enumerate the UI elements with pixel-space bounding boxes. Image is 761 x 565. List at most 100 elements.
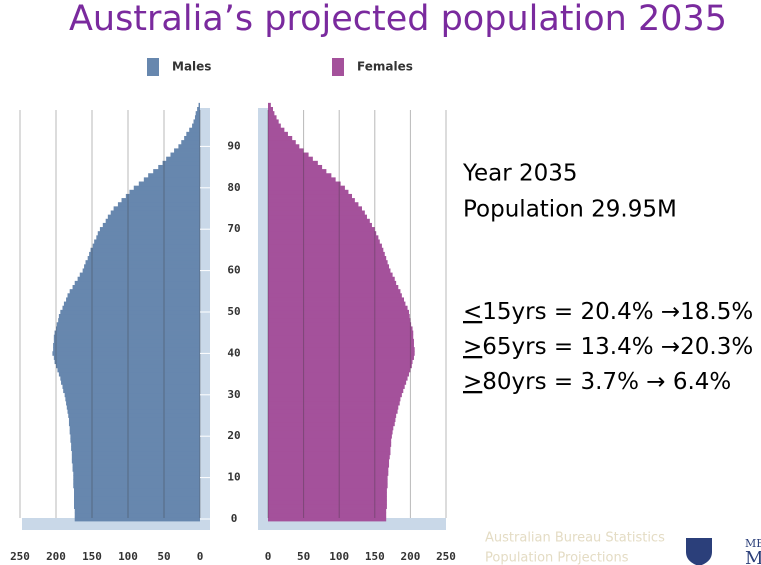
bar (143, 177, 200, 182)
x-tick-label: 150 (82, 550, 102, 563)
bar (268, 322, 412, 327)
bar (197, 107, 200, 112)
bar (54, 330, 201, 336)
bar (73, 475, 200, 480)
bar (268, 500, 387, 505)
bar (268, 181, 341, 187)
bar (268, 218, 370, 224)
bar (67, 409, 201, 414)
bar (268, 189, 349, 195)
bar (117, 202, 200, 207)
bar (194, 115, 200, 120)
bar (66, 297, 200, 302)
info-line: Population 29.95M (463, 197, 677, 223)
bar (268, 413, 397, 418)
bar (268, 359, 413, 365)
bar (84, 264, 200, 269)
bar (54, 359, 201, 365)
legend-label: Females (357, 60, 413, 74)
bar (268, 454, 390, 460)
bar (268, 289, 401, 294)
bar (268, 268, 391, 273)
bar (268, 392, 402, 398)
bar (268, 463, 390, 468)
bar (268, 434, 392, 439)
bar (268, 202, 359, 207)
bar (138, 181, 200, 187)
bar (268, 227, 375, 232)
bar (53, 342, 201, 348)
bar (133, 185, 200, 191)
stat-line: <15yrs = 20.4% →18.5% (463, 299, 753, 325)
bar (53, 347, 201, 352)
bar (268, 140, 296, 145)
bar (268, 198, 355, 203)
x-tick-label: 0 (265, 550, 272, 563)
bar (268, 483, 388, 489)
stat-line: >80yrs = 3.7% → 6.4% (463, 369, 731, 395)
bar (166, 156, 200, 162)
bar (87, 256, 200, 261)
bar (186, 131, 200, 137)
bar (268, 347, 415, 352)
bar (268, 475, 388, 480)
x-tick-label: 200 (400, 550, 420, 563)
bar (72, 285, 200, 290)
bar (268, 351, 415, 356)
bar (94, 239, 200, 245)
bar (268, 214, 367, 220)
bar (158, 164, 200, 170)
bar (268, 301, 406, 307)
x-tick-label: 100 (118, 550, 138, 563)
bar (72, 467, 200, 472)
bar (105, 218, 200, 224)
bar (69, 429, 201, 435)
bar (268, 409, 398, 414)
bar (74, 512, 200, 518)
bar (68, 417, 201, 423)
bar (107, 214, 200, 220)
bar (268, 102, 271, 108)
bar (268, 235, 379, 240)
x-tick-label: 250 (10, 550, 30, 563)
bar (69, 289, 201, 294)
bar (77, 276, 200, 282)
bar (58, 318, 200, 323)
bar (268, 429, 393, 435)
bar (268, 164, 323, 170)
bar (62, 305, 201, 311)
bar (268, 127, 285, 133)
bar (198, 102, 200, 108)
bar (268, 264, 390, 269)
bar (61, 380, 200, 385)
bar (268, 384, 405, 389)
bar (268, 417, 396, 423)
bar (268, 111, 275, 116)
bar (68, 421, 201, 427)
bar (268, 185, 345, 191)
x-tick-label: 0 (197, 550, 204, 563)
x-tick-label: 100 (329, 550, 349, 563)
bar (58, 371, 200, 377)
bar (96, 235, 200, 240)
bar (73, 471, 200, 476)
bar (56, 363, 200, 369)
bar (60, 309, 200, 315)
age-tick-label: 70 (227, 222, 240, 235)
bar (71, 450, 200, 456)
source-text: Population Projections (485, 551, 629, 565)
bar (268, 260, 388, 265)
bar (268, 239, 380, 245)
x-tick-label: 50 (157, 550, 170, 563)
bar (268, 492, 387, 497)
stat-text: 15yrs = 20.4% →18.5% (482, 299, 753, 325)
bar (268, 152, 309, 158)
bar (66, 400, 200, 406)
bar (71, 458, 200, 464)
bar (73, 483, 200, 489)
bar (74, 516, 200, 522)
bar (268, 156, 313, 162)
bar (268, 330, 414, 336)
logo (686, 538, 712, 565)
